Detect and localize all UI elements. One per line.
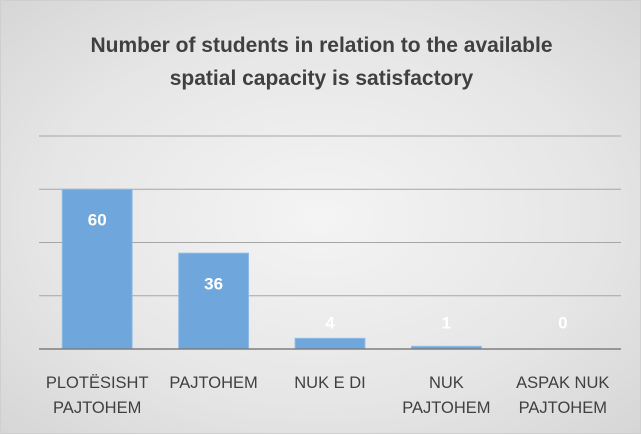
bar [294, 337, 366, 350]
chart-title: Number of students in relation to the av… [90, 34, 553, 90]
bar [178, 252, 250, 350]
x-tick-label: ASPAK NUK PAJTOHEM [516, 374, 610, 417]
data-label: 0 [558, 313, 567, 332]
x-tick-label: NUK E DI [294, 374, 366, 392]
data-label: 1 [442, 313, 451, 332]
x-tick-label: PLOTËSISHT PAJTOHEM [45, 374, 149, 417]
data-label: 4 [325, 313, 335, 332]
x-tick-label: NUK PAJTOHEM [402, 374, 491, 417]
x-tick-label: PAJTOHEM [169, 374, 258, 392]
data-label: 60 [88, 211, 107, 230]
data-label: 36 [204, 275, 223, 294]
